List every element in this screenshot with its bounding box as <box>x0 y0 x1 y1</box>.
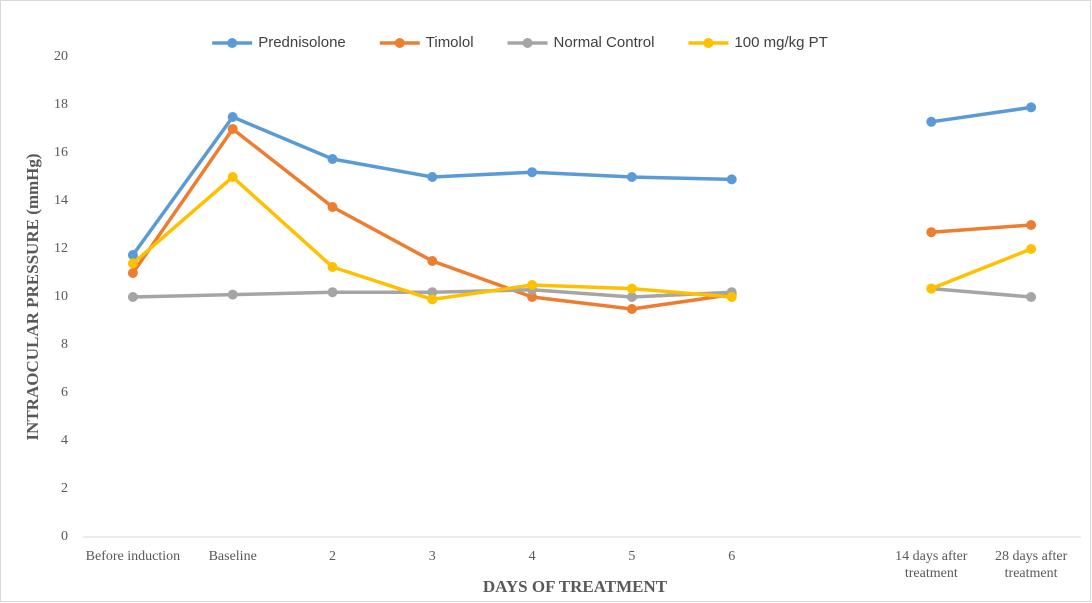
data-point <box>926 283 937 294</box>
legend-label: Normal Control <box>554 34 655 51</box>
data-point <box>626 292 637 302</box>
data-point <box>427 256 438 266</box>
legend-label: Timolol <box>426 34 474 51</box>
data-point <box>427 287 438 298</box>
data-point <box>527 292 538 302</box>
data-point <box>626 304 637 314</box>
y-tick-label: 4 <box>61 433 68 448</box>
data-point <box>127 250 138 260</box>
legend-marker <box>703 38 714 48</box>
y-tick-label: 12 <box>54 241 68 256</box>
x-tick-label: 6 <box>728 549 736 564</box>
data-point <box>626 172 637 182</box>
y-tick-label: 6 <box>61 385 68 400</box>
data-point <box>227 289 238 300</box>
y-axis-title: INTRAOCULAR PRESSURE (mmHg) <box>23 153 42 440</box>
legend-label: Prednisolone <box>258 34 346 51</box>
data-point <box>726 174 737 185</box>
data-point <box>926 227 937 238</box>
y-tick-label: 20 <box>54 49 68 64</box>
data-point <box>1026 244 1037 254</box>
y-tick-label: 8 <box>61 337 68 352</box>
x-axis-title: DAYS OF TREATMENT <box>483 577 668 596</box>
data-point <box>327 202 338 212</box>
data-point <box>227 112 238 122</box>
y-tick-label: 2 <box>61 481 68 496</box>
data-point <box>127 258 138 269</box>
data-point <box>1026 292 1037 302</box>
data-point <box>227 124 238 134</box>
x-tick-label: 5 <box>628 549 636 564</box>
y-tick-label: 18 <box>54 97 68 112</box>
y-tick-label: 10 <box>54 289 68 304</box>
data-point <box>327 154 338 164</box>
data-point <box>427 172 438 182</box>
x-tick-label: 4 <box>528 549 536 564</box>
data-point <box>427 294 438 305</box>
y-tick-label: 0 <box>61 529 68 544</box>
legend-marker <box>522 38 533 48</box>
data-point <box>127 292 138 302</box>
x-tick-label: 14 days after treatment <box>895 549 968 581</box>
x-tick-label: 28 days after treatment <box>994 549 1068 581</box>
data-point <box>127 268 138 278</box>
data-point <box>1026 102 1037 113</box>
x-tick-label: Before induction <box>85 549 181 564</box>
y-tick-label: 16 <box>54 145 68 160</box>
x-tick-label: Baseline <box>208 549 257 564</box>
x-tick-label: 2 <box>329 549 336 564</box>
x-tick-label: 3 <box>428 549 436 564</box>
data-point <box>527 280 538 290</box>
data-point <box>527 167 538 178</box>
data-point <box>1026 220 1037 230</box>
data-point <box>327 287 338 298</box>
y-tick-label: 14 <box>54 193 68 208</box>
legend-marker <box>394 38 405 48</box>
legend-label: 100 mg/kg PT <box>734 34 827 51</box>
data-point <box>926 116 937 127</box>
data-point <box>227 172 238 182</box>
data-point <box>327 262 338 272</box>
data-point <box>726 292 737 302</box>
data-point <box>626 283 637 294</box>
legend-marker <box>227 38 238 48</box>
